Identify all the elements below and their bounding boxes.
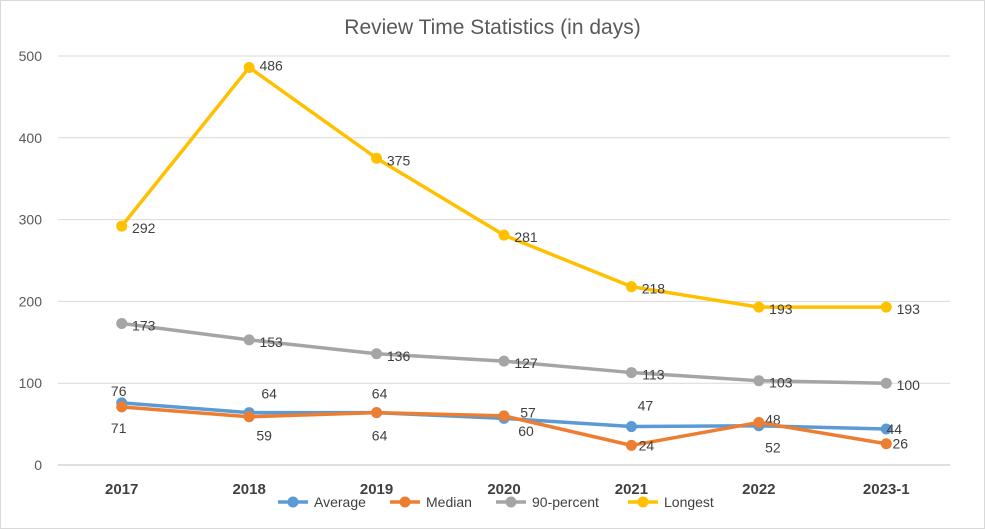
- data-point: [625, 281, 637, 293]
- chart-title: Review Time Statistics (in days): [344, 16, 641, 39]
- y-tick-label: 500: [19, 48, 43, 64]
- data-label: 64: [372, 386, 388, 402]
- y-tick-label: 100: [19, 375, 43, 391]
- data-point: [116, 401, 128, 413]
- data-point: [498, 410, 510, 422]
- data-label: 193: [769, 301, 793, 317]
- data-label: 64: [372, 428, 388, 444]
- data-point: [116, 220, 128, 232]
- legend-marker: [287, 496, 299, 508]
- data-label: 153: [259, 334, 283, 350]
- data-point: [243, 334, 255, 346]
- y-tick-label: 200: [19, 293, 43, 309]
- legend-label: Average: [314, 494, 366, 510]
- data-point: [371, 348, 383, 360]
- data-label: 71: [111, 420, 127, 436]
- data-label: 281: [514, 229, 538, 245]
- data-point: [880, 377, 892, 389]
- data-point: [371, 152, 383, 164]
- data-label: 218: [642, 281, 666, 297]
- data-point: [625, 421, 637, 433]
- data-label: 60: [518, 423, 534, 439]
- data-point: [625, 439, 637, 451]
- data-label: 136: [387, 348, 411, 364]
- data-point: [243, 61, 255, 73]
- legend-label: Longest: [664, 494, 714, 510]
- data-point: [116, 317, 128, 329]
- data-label: 52: [765, 439, 781, 455]
- x-tick-label: 2019: [360, 481, 393, 498]
- data-label: 26: [892, 436, 908, 452]
- data-point: [880, 438, 892, 450]
- data-label: 24: [639, 437, 655, 453]
- data-point: [625, 367, 637, 379]
- data-label: 292: [132, 220, 156, 236]
- data-label: 173: [132, 317, 156, 333]
- x-tick-label: 2022: [742, 481, 775, 498]
- x-tick-label: 2023-1: [863, 481, 910, 498]
- data-label: 127: [514, 355, 538, 371]
- data-label: 64: [261, 386, 277, 402]
- data-point: [498, 229, 510, 241]
- data-label: 44: [886, 421, 902, 437]
- data-point: [753, 301, 765, 313]
- data-point: [243, 411, 255, 423]
- legend-marker: [637, 496, 649, 508]
- data-label: 103: [769, 375, 793, 391]
- data-label: 113: [642, 367, 665, 383]
- data-label: 486: [259, 57, 283, 73]
- legend-marker: [399, 496, 411, 508]
- data-point: [753, 416, 765, 428]
- y-tick-label: 400: [19, 130, 43, 146]
- series-line: [120, 65, 887, 309]
- y-tick-label: 0: [34, 457, 42, 473]
- x-tick-label: 2021: [615, 481, 648, 498]
- data-label: 100: [897, 377, 921, 393]
- data-label: 193: [897, 301, 921, 317]
- data-point: [371, 407, 383, 419]
- data-label: 76: [111, 383, 127, 399]
- data-point: [880, 301, 892, 313]
- legend-label: 90-percent: [532, 494, 599, 510]
- x-tick-label: 2017: [105, 481, 138, 498]
- data-label: 59: [256, 428, 272, 444]
- data-label: 375: [387, 152, 411, 168]
- x-tick-label: 2018: [232, 481, 265, 498]
- y-tick-label: 300: [19, 212, 43, 228]
- data-point: [498, 355, 510, 367]
- data-label: 47: [638, 398, 654, 414]
- legend-marker: [505, 496, 517, 508]
- data-point: [753, 375, 765, 387]
- legend-label: Median: [426, 494, 472, 510]
- x-tick-label: 2020: [487, 481, 520, 498]
- data-label: 57: [520, 404, 536, 420]
- data-point: [880, 423, 892, 435]
